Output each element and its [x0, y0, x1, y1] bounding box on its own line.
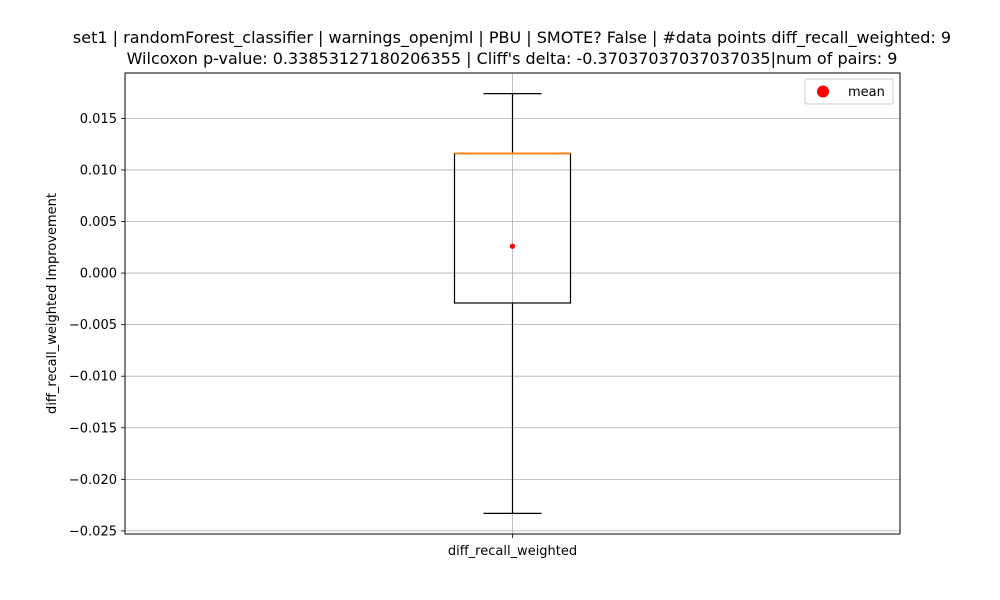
y-tick-label: −0.015 — [69, 421, 117, 436]
y-tick-label: 0.015 — [80, 112, 117, 127]
x-tick-label: diff_recall_weighted — [448, 544, 577, 559]
y-tick-label: −0.005 — [69, 318, 117, 333]
y-tick-label: −0.025 — [69, 524, 117, 539]
legend-frame — [804, 78, 894, 105]
y-tick-label: 0.010 — [80, 163, 117, 178]
y-tick-label: 0.000 — [80, 267, 117, 282]
y-tick-label: −0.010 — [69, 370, 117, 385]
chart-title-line-2: Wilcoxon p-value: 0.33853127180206355 | … — [127, 49, 898, 68]
mean-marker — [509, 243, 516, 249]
legend-mean-marker — [817, 85, 829, 98]
legend-mean-label: mean — [848, 85, 885, 100]
y-tick-label: −0.020 — [69, 473, 117, 488]
box-plot — [453, 93, 572, 514]
y-axis-ticks: −0.025 −0.020 −0.015 −0.010 −0.005 0.000 0.005… — [69, 112, 125, 539]
chart-title-line-1: set1 | randomForest_classifier | warning… — [73, 28, 951, 48]
y-axis-label: diff_recall_weighted Improvement — [45, 193, 60, 414]
x-axis-ticks: diff_recall_weighted — [448, 534, 577, 559]
y-tick-label: 0.005 — [80, 215, 117, 230]
legend: mean — [804, 78, 894, 105]
